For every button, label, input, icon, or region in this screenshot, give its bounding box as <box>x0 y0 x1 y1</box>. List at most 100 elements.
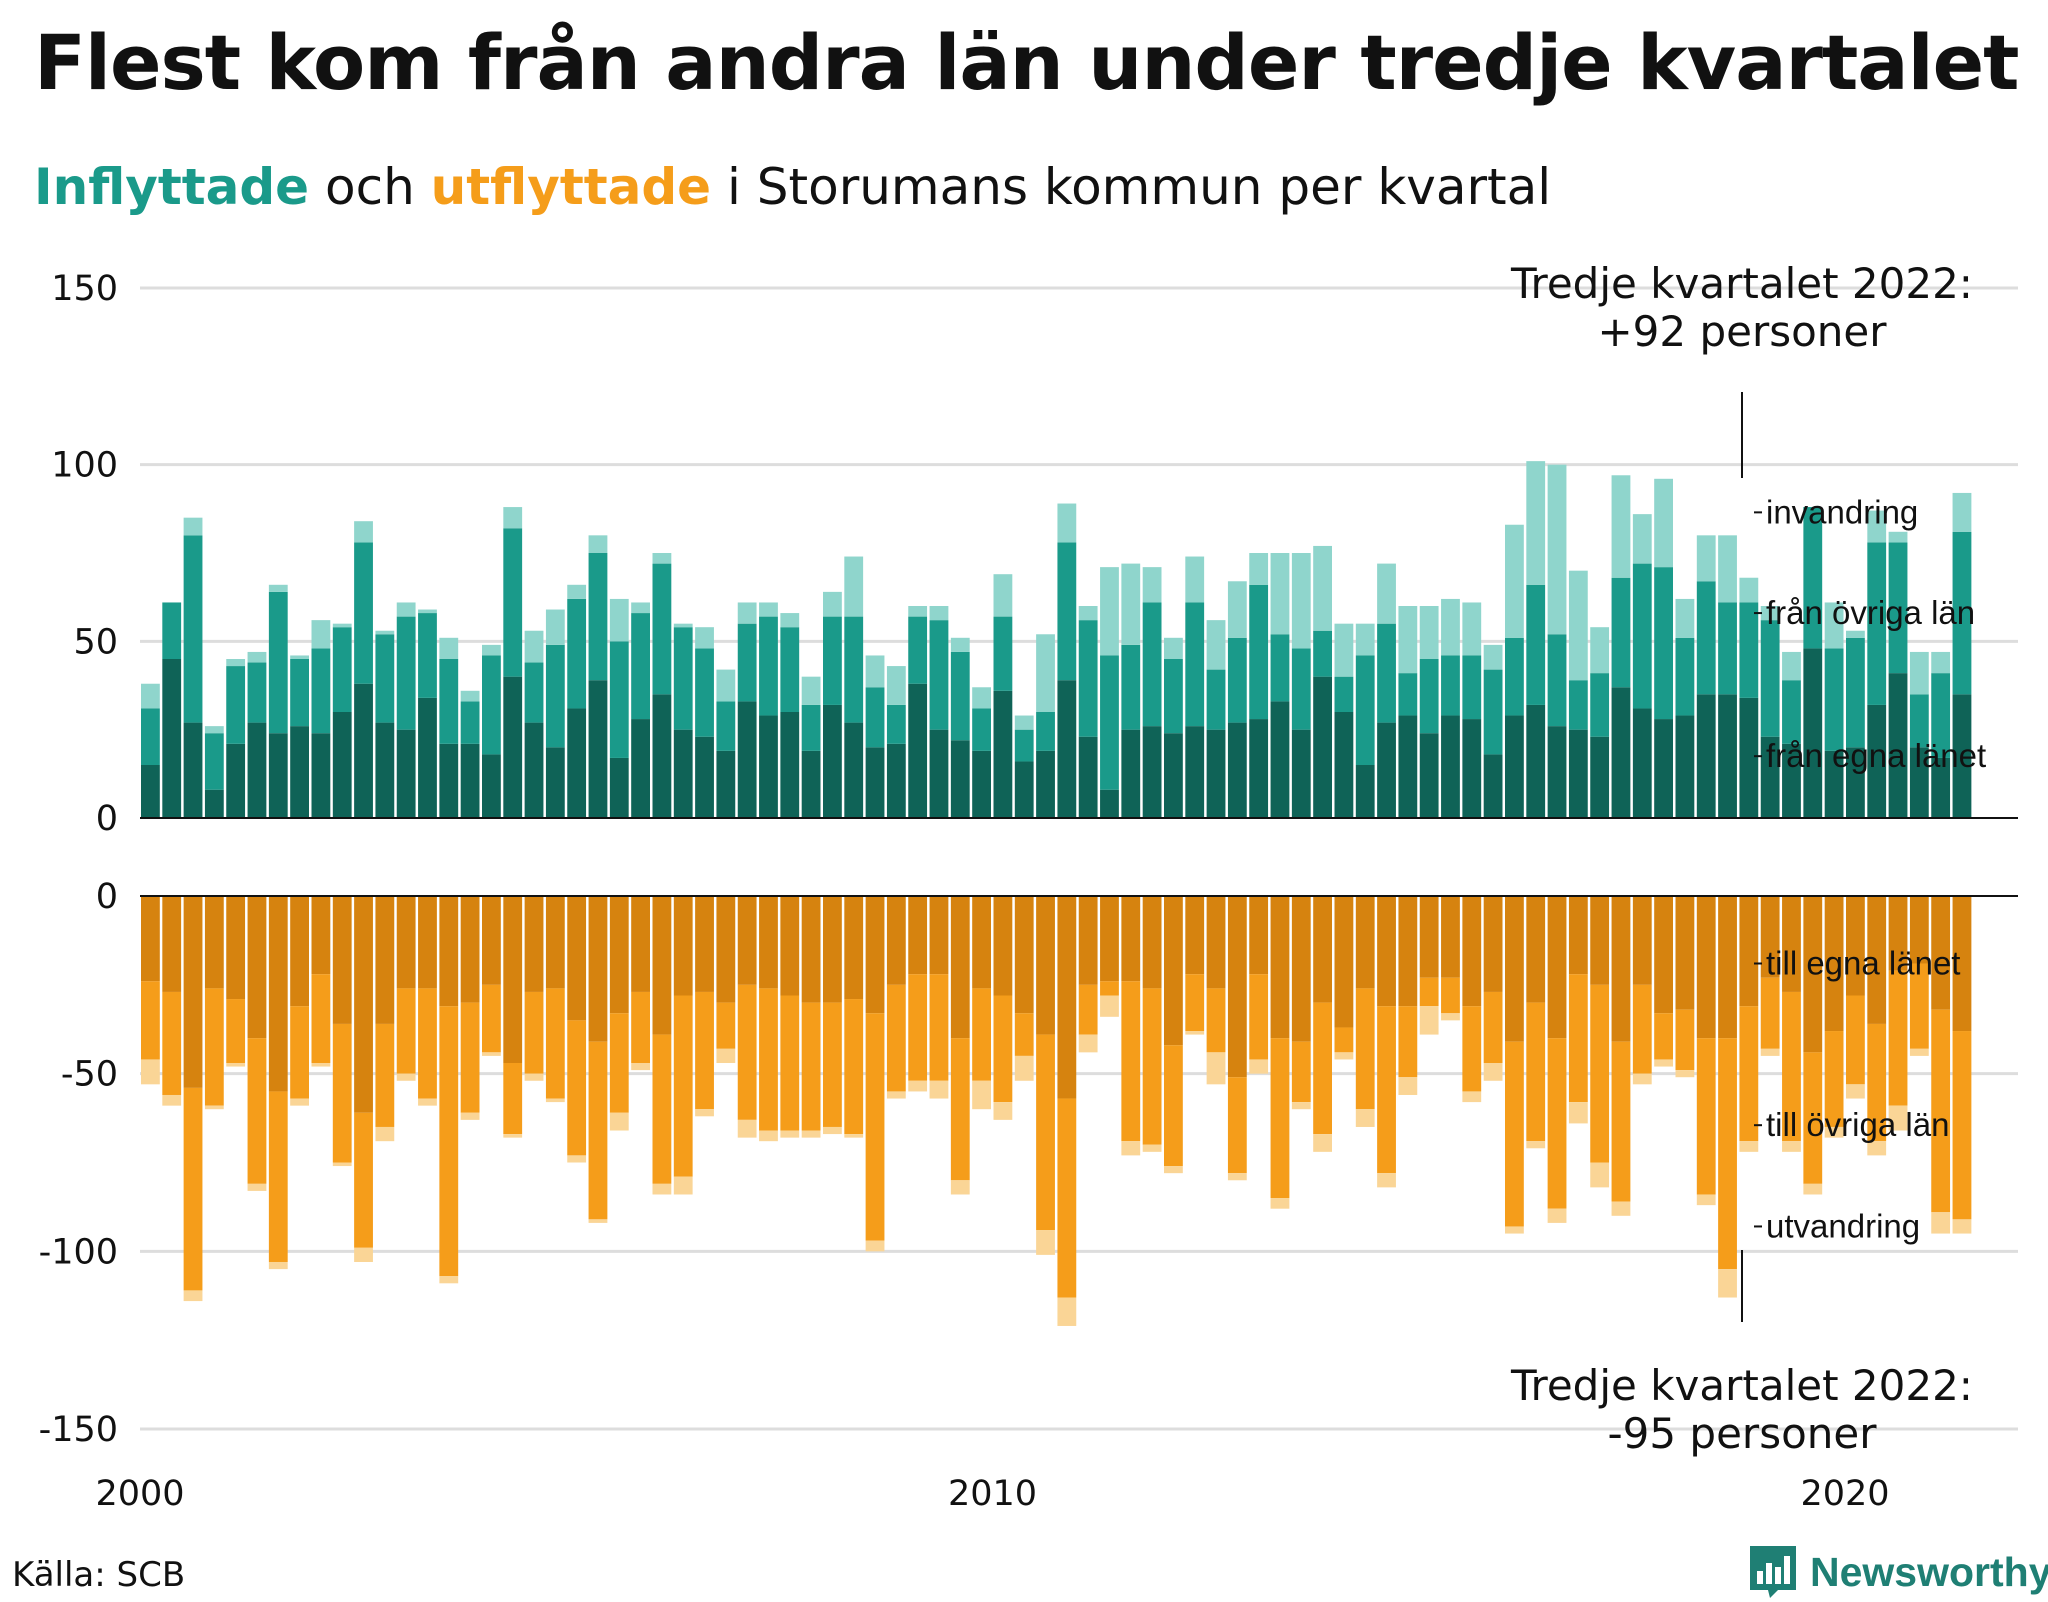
bar-in-segment <box>1931 651 1951 674</box>
bar-out-segment <box>972 988 991 1081</box>
bar-in-segment <box>1227 581 1247 638</box>
bar-in-segment <box>1824 750 1844 818</box>
bar-in-segment <box>993 574 1013 617</box>
bar-in-segment <box>524 630 544 663</box>
bar-out-segment <box>1206 988 1226 1053</box>
bar-in-segment <box>1164 659 1183 734</box>
bar-out-segment <box>1782 896 1801 992</box>
bar-out-segment <box>865 1013 885 1241</box>
bar-out-segment <box>354 896 373 1113</box>
bar-in-segment <box>759 715 778 818</box>
bar-in-segment <box>1888 542 1908 674</box>
bar-out-segment <box>1718 1269 1737 1298</box>
bar-out-segment <box>631 991 650 1064</box>
bar-out-segment <box>1291 1102 1311 1110</box>
bar-in-segment <box>1675 637 1695 716</box>
bar-out-segment <box>1313 896 1332 1003</box>
bar-in-segment <box>1419 659 1439 734</box>
bar-out-segment <box>1888 970 1908 1106</box>
bar-in-segment <box>1654 478 1673 568</box>
bar-in-segment <box>1931 757 1951 818</box>
bar-out-segment <box>1803 896 1823 1053</box>
bar-out-segment <box>1462 1006 1482 1092</box>
bar-out-segment <box>823 896 842 1003</box>
bar-in-segment <box>1526 704 1546 818</box>
bar-in-segment <box>1014 761 1034 818</box>
bar-in-segment <box>609 598 629 642</box>
bar-out-segment <box>1441 977 1460 1014</box>
bar-in-segment <box>950 651 970 741</box>
bar-out-segment <box>1675 1009 1695 1071</box>
bar-in-segment <box>1505 524 1524 638</box>
bar-out-segment <box>1505 1041 1524 1227</box>
bar-out-segment <box>1760 896 1780 978</box>
bar-out-segment <box>1164 1045 1183 1167</box>
bar-in-segment <box>1462 655 1482 720</box>
bar-in-segment <box>460 701 480 744</box>
bar-in-segment <box>1100 789 1119 818</box>
bar-in-segment <box>972 708 991 751</box>
brand-logo[interactable]: Newsworthy <box>1748 1542 2048 1602</box>
bar-out-segment <box>1057 1297 1077 1326</box>
bar-out-segment <box>737 1119 757 1138</box>
bar-out-segment <box>1654 1013 1673 1060</box>
bar-out-segment <box>311 1063 331 1067</box>
bar-in-segment <box>524 662 544 723</box>
bar-in-segment <box>1142 567 1162 603</box>
y-tick-label: 50 <box>73 622 118 662</box>
bar-in-segment <box>1057 503 1077 543</box>
bar-out-segment <box>1057 896 1077 1099</box>
bar-out-segment <box>993 995 1013 1103</box>
bar-out-segment <box>716 1048 736 1064</box>
bar-in-segment <box>844 556 864 617</box>
bar-in-segment <box>1398 673 1418 716</box>
bar-out-segment <box>396 1073 416 1081</box>
bar-in-segment <box>1846 630 1865 638</box>
y-tick-label: 0 <box>96 799 118 839</box>
bar-in-segment <box>1611 687 1631 818</box>
bar-in-segment <box>439 659 459 744</box>
axes <box>140 392 2018 1322</box>
bar-out-segment <box>1867 1023 1887 1142</box>
bar-out-segment <box>460 1002 480 1113</box>
bar-out-segment <box>1611 1041 1631 1202</box>
bar-out-segment <box>1441 896 1460 978</box>
bar-in-segment <box>1419 606 1439 659</box>
bar-out-segment <box>162 991 182 1095</box>
bar-out-segment <box>290 1006 309 1099</box>
bar-out-segment <box>1313 1002 1332 1135</box>
bar-out-segment <box>1249 896 1269 975</box>
bar-in-segment <box>1739 697 1759 818</box>
bar-in-segment <box>1931 673 1951 758</box>
bar-out-segment <box>609 1013 629 1113</box>
bar-in-segment <box>886 743 906 818</box>
x-tick-label: 2000 <box>95 1474 184 1514</box>
bar-in-segment <box>695 736 714 818</box>
bar-in-segment <box>1547 464 1567 635</box>
bar-out-segment <box>482 1052 501 1056</box>
bar-out-segment <box>1632 984 1652 1074</box>
bar-out-segment <box>503 896 523 1064</box>
bar-in-segment <box>950 740 970 818</box>
bar-out-segment <box>1824 896 1844 1032</box>
series-label: från egna länet <box>1766 737 1986 774</box>
bar-in-segment <box>1909 747 1929 818</box>
bar-out-segment <box>886 896 906 985</box>
bar-out-segment <box>1718 1038 1737 1270</box>
bar-in-segment <box>1590 627 1610 674</box>
bar-out-segment <box>1760 1048 1780 1056</box>
bar-out-segment <box>226 896 246 1000</box>
bar-in-segment <box>226 659 246 667</box>
bar-in-segment <box>332 627 352 712</box>
bar-in-segment <box>418 697 437 818</box>
bar-in-segment <box>375 630 395 635</box>
bar-out-segment <box>439 1276 459 1284</box>
bar-out-segment <box>1206 1052 1226 1085</box>
bar-out-segment <box>759 1130 778 1142</box>
bar-out-segment <box>1100 896 1119 982</box>
bar-out-segment <box>1227 1077 1247 1174</box>
bar-out-segment <box>545 988 565 1099</box>
bar-in-segment <box>1227 722 1247 818</box>
bar-in-segment <box>1590 736 1610 818</box>
bar-in-segment <box>780 627 800 712</box>
